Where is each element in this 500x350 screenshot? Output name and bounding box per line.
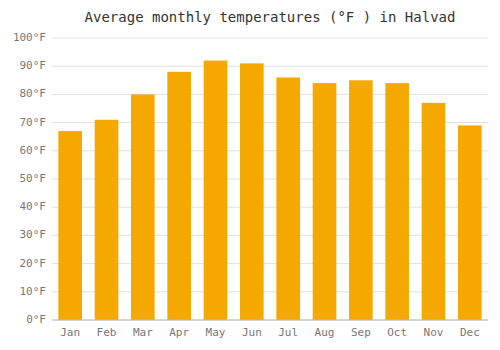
y-tick-label: 60°F xyxy=(20,144,47,157)
chart-title: Average monthly temperatures (°F ) in Ha… xyxy=(85,9,456,25)
x-axis: Jan Feb Mar Apr May Jun Jul Aug Sep Oct Nov Dec xyxy=(52,320,488,339)
bar xyxy=(240,63,264,320)
bar xyxy=(422,103,446,320)
x-tick-label: Mar xyxy=(133,326,153,339)
y-tick-label: 20°F xyxy=(20,257,47,270)
x-tick-label: Feb xyxy=(97,326,117,339)
bar xyxy=(313,83,337,320)
y-tick-label: 70°F xyxy=(20,116,47,129)
y-grid xyxy=(52,38,488,320)
bars xyxy=(58,61,481,320)
x-tick-label: Apr xyxy=(169,326,189,339)
bar xyxy=(95,120,119,320)
y-tick-label: 50°F xyxy=(20,172,47,185)
x-axis-line xyxy=(52,320,488,321)
chart-container: Average monthly temperatures (°F ) in Ha… xyxy=(0,0,500,350)
grid-line xyxy=(52,38,488,39)
y-tick-label: 10°F xyxy=(20,285,47,298)
grid-line xyxy=(52,94,488,95)
x-tick-label: Oct xyxy=(387,326,407,339)
x-tick-label: Jun xyxy=(242,326,262,339)
chart-svg: Average monthly temperatures (°F ) in Ha… xyxy=(0,0,500,350)
x-tick-label: Nov xyxy=(424,326,444,339)
bar xyxy=(276,77,300,320)
bar xyxy=(58,131,82,320)
x-tick-label: Jan xyxy=(60,326,80,339)
y-tick-label: 30°F xyxy=(20,228,47,241)
y-tick-label: 90°F xyxy=(20,59,47,72)
y-tick-label: 0°F xyxy=(26,313,46,326)
bar xyxy=(204,61,228,320)
x-tick-label: Jul xyxy=(278,326,298,339)
x-tick-label: Aug xyxy=(315,326,335,339)
bar xyxy=(167,72,191,320)
x-tick-label: Dec xyxy=(460,326,480,339)
x-tick-label: Sep xyxy=(351,326,371,339)
grid-line xyxy=(52,320,488,321)
x-tick-label: May xyxy=(206,326,226,339)
bar xyxy=(349,80,373,320)
y-tick-label: 100°F xyxy=(13,31,46,44)
bar xyxy=(385,83,409,320)
grid-line xyxy=(52,66,488,67)
y-tick-label: 40°F xyxy=(20,200,47,213)
bar xyxy=(458,125,482,320)
y-axis: 0°F 10°F 20°F 30°F 40°F 50°F 60°F 70°F 80°F 90°F 1… xyxy=(13,31,46,326)
y-tick-label: 80°F xyxy=(20,87,47,100)
bar xyxy=(131,94,155,320)
